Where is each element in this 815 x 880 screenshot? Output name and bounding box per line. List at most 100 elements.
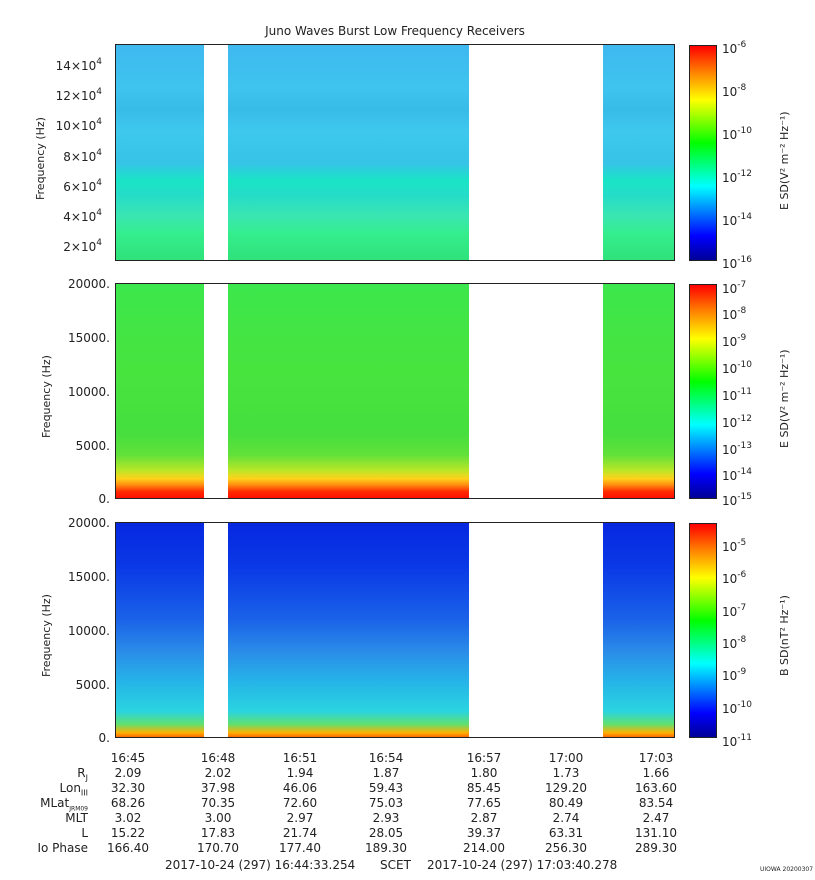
ephemeris-cell: 1.66 xyxy=(642,766,670,780)
footer-start-time: 2017-10-24 (297) 16:44:33.254 xyxy=(165,858,356,872)
ephemeris-cell: 129.20 xyxy=(545,781,587,795)
cbar-tick: 10 xyxy=(722,735,738,749)
footer-end-time: 2017-10-24 (297) 17:03:40.278 xyxy=(427,858,618,872)
row-label: MLatJRM09 xyxy=(40,796,88,813)
ephemeris-cell: 2.87 xyxy=(470,811,498,825)
cbar-tick: 10 xyxy=(722,362,738,376)
x-tick: 17:03 xyxy=(638,751,674,765)
ephemeris-cell: 15.22 xyxy=(110,826,146,840)
ephemeris-cell: 3.02 xyxy=(114,811,142,825)
y-tick-exp: 4 xyxy=(96,117,102,127)
y-tick: 8×10 xyxy=(63,150,97,164)
ephemeris-cell: 2.09 xyxy=(114,766,142,780)
y-tick-exp: 4 xyxy=(96,238,102,248)
cbar-tick-exp: -7 xyxy=(737,603,747,613)
y-tick-exp: 4 xyxy=(96,148,102,158)
ephemeris-cell: 3.00 xyxy=(204,811,232,825)
cbar-tick-exp: -10 xyxy=(737,126,752,136)
ephemeris-cell: 63.31 xyxy=(548,826,584,840)
y-tick: 15000. xyxy=(68,331,110,345)
cbar-tick-exp: -8 xyxy=(737,635,747,645)
cbar-tick: 10 xyxy=(722,494,738,508)
colorbar-1 xyxy=(689,45,717,261)
ephemeris-cell: 59.43 xyxy=(368,781,404,795)
x-tick: 17:00 xyxy=(548,751,584,765)
colorbar-3 xyxy=(689,523,717,738)
y-tick: 14×10 xyxy=(55,59,97,73)
cbar-tick-exp: -8 xyxy=(737,83,747,93)
x-tick: 16:45 xyxy=(110,751,146,765)
cbar-tick-exp: -10 xyxy=(737,360,752,370)
cbar-tick: 10 xyxy=(722,443,738,457)
ephemeris-cell: 177.40 xyxy=(279,841,321,855)
y-tick: 10000. xyxy=(68,624,110,638)
row-label: LonIII xyxy=(59,781,89,798)
y-tick: 5000. xyxy=(75,678,110,692)
y-tick: 12×10 xyxy=(55,89,97,103)
cbar-tick-exp: -7 xyxy=(737,280,747,290)
ephemeris-cell: 46.06 xyxy=(282,781,318,795)
cbar-tick: 10 xyxy=(722,540,738,554)
ephemeris-cell: 21.74 xyxy=(282,826,318,840)
row-label: Io Phase xyxy=(37,841,88,855)
cbar-tick-exp: -16 xyxy=(737,255,752,265)
ephemeris-cell: 68.26 xyxy=(110,796,146,810)
cbar-tick-exp: -11 xyxy=(737,733,752,743)
cbar-tick: 10 xyxy=(722,214,738,228)
y-tick: 6×10 xyxy=(63,180,97,194)
ephemeris-cell: 1.87 xyxy=(372,766,400,780)
y-tick: 2×10 xyxy=(63,240,97,254)
cbar-tick-exp: -5 xyxy=(737,538,747,548)
cbar-tick: 10 xyxy=(722,389,738,403)
ephemeris-cell: 2.02 xyxy=(204,766,232,780)
y-tick: 0. xyxy=(98,731,110,745)
spectrogram-panel-1 xyxy=(115,44,675,261)
y-tick: 4×10 xyxy=(63,210,97,224)
cbar-tick: 10 xyxy=(722,257,738,271)
ephemeris-cell: 85.45 xyxy=(466,781,502,795)
y-tick: 5000. xyxy=(75,439,110,453)
x-tick: 16:48 xyxy=(200,751,236,765)
ephemeris-cell: 39.37 xyxy=(466,826,502,840)
chart-title: Juno Waves Burst Low Frequency Receivers xyxy=(265,24,525,38)
cbar-tick: 10 xyxy=(722,308,738,322)
cbar-tick-exp: -13 xyxy=(737,441,752,451)
ephemeris-cell: 1.80 xyxy=(470,766,498,780)
cbar-tick: 10 xyxy=(722,416,738,430)
row-label: L xyxy=(81,826,88,840)
ephemeris-cell: 163.60 xyxy=(635,781,677,795)
spectrogram-image-1 xyxy=(115,44,675,261)
ephemeris-cell: 75.03 xyxy=(368,796,404,810)
cbar-tick: 10 xyxy=(722,702,738,716)
x-tick: 16:57 xyxy=(466,751,502,765)
ephemeris-cell: 214.00 xyxy=(463,841,505,855)
y-tick-exp: 4 xyxy=(96,87,102,97)
row-label: MLT xyxy=(65,811,88,825)
y-tick-exp: 4 xyxy=(96,57,102,67)
cbar-tick: 10 xyxy=(722,469,738,483)
y-tick: 0. xyxy=(98,492,110,506)
cbar-tick-exp: -12 xyxy=(737,169,752,179)
ephemeris-cell: 256.30 xyxy=(545,841,587,855)
cbar-tick: 10 xyxy=(722,669,738,683)
ephemeris-cell: 37.98 xyxy=(200,781,236,795)
cbar-tick-exp: -12 xyxy=(737,414,752,424)
ephemeris-cell: 289.30 xyxy=(635,841,677,855)
x-tick: 16:51 xyxy=(282,751,318,765)
y-tick: 15000. xyxy=(68,570,110,584)
spectrogram-image-3 xyxy=(115,522,675,738)
cbar-tick: 10 xyxy=(722,128,738,142)
y-tick: 20000. xyxy=(68,277,110,291)
cbar-tick-exp: -6 xyxy=(737,40,747,50)
spectrogram-panel-3 xyxy=(115,522,675,738)
ephemeris-cell: 2.47 xyxy=(642,811,670,825)
ephemeris-cell: 131.10 xyxy=(635,826,677,840)
ephemeris-cell: 80.49 xyxy=(548,796,584,810)
cbar-tick-exp: -6 xyxy=(737,570,747,580)
cbar-tick-exp: -10 xyxy=(737,700,752,710)
cbar-tick-exp: -11 xyxy=(737,387,752,397)
ephemeris-cell: 189.30 xyxy=(365,841,407,855)
spectrogram-panel-2 xyxy=(115,283,675,499)
colorbar-label-1: E SD(V² m⁻² Hz⁻¹) xyxy=(778,111,791,210)
ephemeris-cell: 17.83 xyxy=(200,826,236,840)
